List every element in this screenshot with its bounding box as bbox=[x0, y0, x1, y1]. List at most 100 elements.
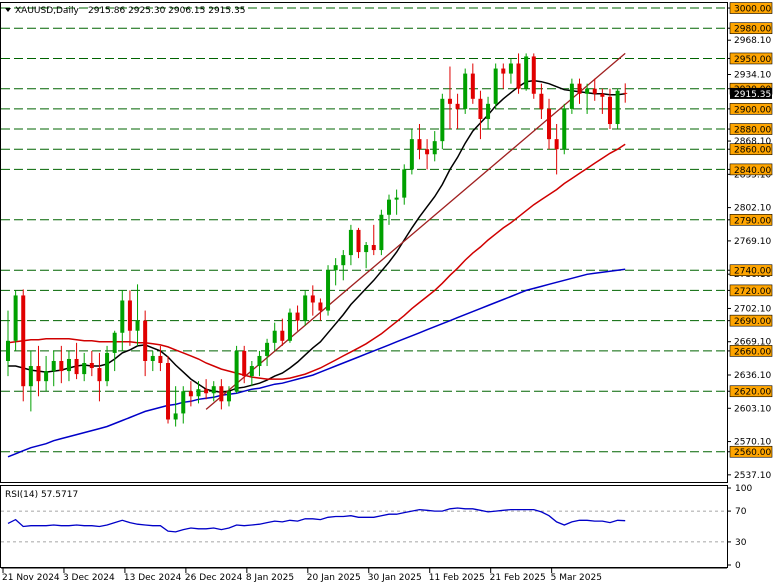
sma-mid-line bbox=[7, 143, 626, 380]
candle bbox=[531, 53, 536, 99]
candle-body bbox=[425, 149, 430, 155]
candle-body bbox=[417, 139, 422, 150]
candle bbox=[280, 318, 285, 346]
candle bbox=[287, 308, 292, 343]
candle bbox=[470, 63, 475, 104]
candle-body bbox=[318, 302, 323, 311]
candle bbox=[440, 93, 445, 150]
candle bbox=[417, 124, 422, 160]
price-tick-label: 2835.10 bbox=[734, 170, 771, 180]
candle-body bbox=[150, 355, 155, 361]
candle bbox=[150, 350, 155, 372]
candle bbox=[547, 98, 552, 150]
candle bbox=[257, 350, 262, 377]
candle-body bbox=[440, 98, 445, 142]
candle-body bbox=[265, 342, 270, 356]
candle-body bbox=[455, 103, 460, 109]
price-axis: 3000.002980.002968.102950.002934.102920.… bbox=[727, 4, 771, 481]
level-label-box bbox=[729, 284, 773, 297]
current-price-label: 2915.35 bbox=[730, 87, 772, 100]
candle-body bbox=[112, 332, 117, 353]
candle-body bbox=[585, 88, 590, 94]
time-tick-label: 13 Dec 2024 bbox=[124, 573, 182, 583]
level-price-label: 2980.00 bbox=[729, 22, 773, 35]
level-label-text: 2660.00 bbox=[734, 347, 771, 357]
candle-body bbox=[226, 391, 231, 402]
level-label-box bbox=[729, 385, 773, 398]
rsi-line bbox=[7, 507, 626, 533]
candle-body bbox=[394, 197, 399, 200]
candle-body bbox=[524, 56, 529, 89]
price-tick-label: 2934.10 bbox=[734, 70, 771, 80]
candle-body bbox=[257, 355, 262, 367]
candle bbox=[333, 258, 338, 286]
candle-body bbox=[272, 330, 277, 343]
candle bbox=[402, 164, 407, 205]
level-price-label: 2620.00 bbox=[729, 385, 773, 398]
level-label-text: 2880.00 bbox=[734, 126, 771, 136]
candle bbox=[623, 83, 628, 103]
rsi-tick-label: 70 bbox=[735, 507, 747, 517]
candle bbox=[74, 342, 79, 380]
candle-body bbox=[143, 320, 148, 361]
level-price-label: 2860.00 bbox=[729, 143, 773, 156]
level-label-box bbox=[729, 103, 773, 115]
level-label-box bbox=[729, 163, 773, 176]
candle-body bbox=[51, 360, 56, 372]
level-label-text: 2900.00 bbox=[734, 105, 771, 115]
candle-body bbox=[562, 108, 567, 150]
level-price-label: 2660.00 bbox=[729, 345, 773, 357]
candle-body bbox=[44, 371, 49, 382]
rsi-tick-label: 30 bbox=[735, 538, 747, 548]
level-price-label: 2900.00 bbox=[729, 103, 773, 115]
rsi-tick-label: 100 bbox=[735, 484, 752, 494]
candle bbox=[188, 381, 193, 407]
time-tick-label: 26 Dec 2024 bbox=[185, 573, 243, 583]
candle-body bbox=[333, 265, 338, 271]
price-tick-label: 2570.10 bbox=[734, 438, 771, 448]
candle bbox=[432, 131, 437, 162]
trend-line[interactable] bbox=[205, 52, 626, 410]
candle bbox=[226, 386, 231, 407]
candle-body bbox=[607, 96, 612, 125]
time-tick-label: 3 Dec 2024 bbox=[63, 573, 115, 583]
candle-body bbox=[120, 300, 125, 333]
candle-body bbox=[6, 340, 10, 361]
candle bbox=[59, 345, 64, 384]
candle bbox=[105, 345, 110, 387]
candle bbox=[592, 78, 597, 101]
time-tick-label: 21 Feb 2025 bbox=[490, 573, 546, 583]
price-tick-label: 2669.10 bbox=[734, 338, 771, 348]
candle bbox=[44, 355, 49, 392]
candle bbox=[51, 350, 56, 387]
sma-slow-line bbox=[7, 268, 626, 458]
ohlc-readout: 2915.86 2925.30 2906.15 2915.35 bbox=[88, 6, 245, 16]
candle bbox=[364, 241, 369, 269]
candle bbox=[173, 386, 178, 427]
candle-body bbox=[59, 360, 64, 372]
candle bbox=[143, 310, 148, 377]
candle-body bbox=[478, 98, 483, 119]
time-tick-label: 11 Feb 2025 bbox=[429, 573, 485, 583]
candle bbox=[204, 379, 209, 400]
rsi-panel: 100 70 30 0 bbox=[1, 484, 752, 571]
candle-body bbox=[310, 295, 315, 303]
candle bbox=[120, 290, 125, 351]
candle-body bbox=[135, 320, 140, 331]
candle-body bbox=[242, 350, 247, 377]
candle-body bbox=[196, 389, 201, 397]
level-price-label: 3000.00 bbox=[729, 2, 773, 15]
candle-body bbox=[508, 63, 513, 74]
candle-body bbox=[181, 391, 186, 414]
candle bbox=[303, 290, 308, 326]
candle bbox=[387, 194, 391, 225]
candle bbox=[89, 350, 94, 377]
time-tick-label: 8 Jan 2025 bbox=[246, 573, 294, 583]
level-label-box bbox=[729, 345, 773, 357]
candle bbox=[158, 345, 163, 372]
candle-body bbox=[303, 295, 308, 321]
price-tick-label: 2603.10 bbox=[734, 404, 771, 414]
price-tick-label: 2868.10 bbox=[734, 137, 771, 147]
dropdown-arrow-icon[interactable] bbox=[5, 8, 11, 12]
